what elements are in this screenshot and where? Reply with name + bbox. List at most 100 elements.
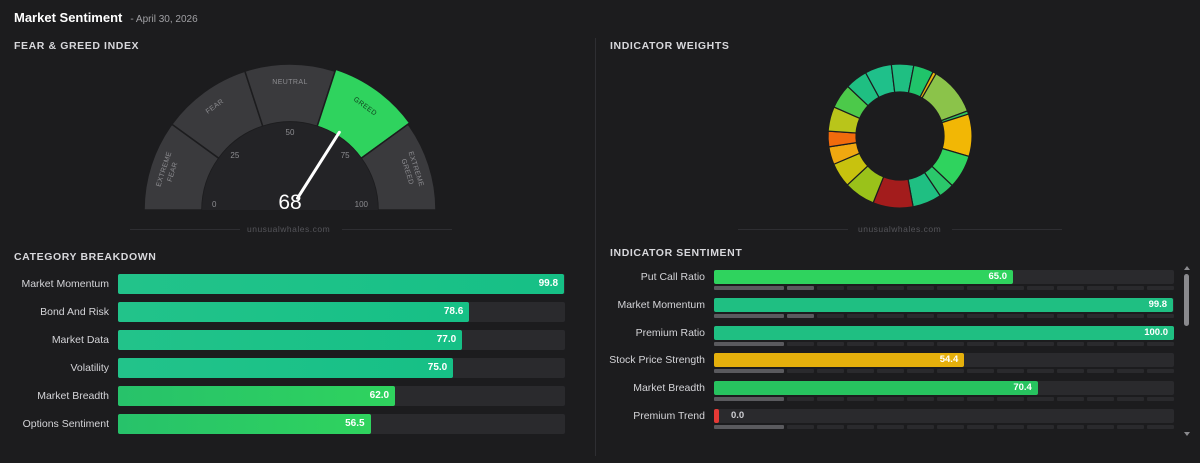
history-segment [1087,341,1114,346]
indicator-track: 65.0 [714,270,1174,284]
column-divider [595,38,596,456]
history-segment [817,313,845,318]
category-row[interactable]: Volatility 75.0 [14,358,569,378]
history-segment [877,425,905,429]
indicator-bar [714,409,719,423]
history-segment [967,369,995,374]
gauge-needle [296,130,341,200]
gauge-zone-label: NEUTRAL [272,79,307,86]
category-value: 56.5 [345,418,365,429]
donut-segment[interactable] [919,71,937,99]
history-segment [847,397,875,402]
indicator-bar: 65.0 [714,270,1013,284]
history-segment [1057,397,1085,402]
fear-greed-gauge: EXTREMEFEARFEARNEUTRALGREEDEXTREMEGREED0… [143,63,437,214]
indicator-value: 70.4 [1013,382,1032,394]
history-segment [714,369,785,374]
donut-watermark: unusualwhales.com [858,224,942,234]
history-segment [1146,341,1174,346]
indicator-scrollbar[interactable] [1184,266,1190,436]
history-segment [787,397,815,402]
category-row[interactable]: Market Data 77.0 [14,330,569,350]
donut-divider-right [952,229,1062,230]
category-track: 75.0 [118,358,565,378]
indicator-track: 54.4 [714,353,1174,368]
history-segment [937,286,965,290]
history-segment [1027,313,1055,318]
category-bar: 62.0 [118,386,396,406]
history-segment [967,397,995,402]
indicator-label: Premium Trend [633,410,705,422]
scroll-thumb[interactable] [1184,274,1189,326]
indicator-label: Stock Price Strength [609,354,705,367]
scroll-up-icon[interactable] [1184,266,1190,270]
history-segment [787,425,815,429]
indicator-label: Market Momentum [617,298,705,311]
history-segment [817,286,845,290]
gauge-watermark: unusualwhales.com [247,224,331,234]
history-segment [877,313,905,318]
category-value: 99.8 [538,278,559,289]
history-segment [847,425,875,429]
category-row[interactable]: Bond And Risk 78.6 [14,302,569,322]
category-row[interactable]: Market Momentum 99.8 [14,274,569,294]
history-segment [847,286,875,290]
indicator-track: 70.4 [714,381,1174,396]
history-segment [997,341,1025,346]
indicator-weights-donut [827,63,973,209]
indicator-value: 54.4 [939,354,959,366]
indicator-row[interactable]: Stock Price Strength 54.4 [600,353,1180,377]
history-segment [1027,397,1055,402]
history-segment [714,341,785,346]
history-segment [1057,369,1085,374]
history-segment [714,313,785,318]
indicator-history-strip [714,286,1174,290]
history-segment [1087,425,1114,429]
indicator-row[interactable]: Market Breadth 70.4 [600,381,1180,405]
panel-header: Market Sentiment - April 30, 2026 [14,10,198,25]
category-track: 62.0 [118,386,565,406]
category-row[interactable]: Options Sentiment 56.5 [14,414,569,434]
indicator-history-strip [714,341,1174,346]
scroll-down-icon[interactable] [1184,432,1190,436]
category-row[interactable]: Market Breadth 62.0 [14,386,569,406]
category-track: 99.8 [118,274,565,294]
history-segment [847,341,875,346]
category-label: Market Data [51,334,109,346]
category-value: 78.6 [443,306,464,317]
indicator-row[interactable]: Premium Trend 0.0 [600,409,1180,433]
history-segment [1146,286,1174,290]
indicator-bar: 100.0 [714,325,1174,340]
indicator-row[interactable]: Premium Ratio 100.0 [600,325,1180,350]
svg-text:NEUTRAL: NEUTRAL [272,79,307,86]
indicator-label: Market Breadth [633,382,705,395]
indicator-history-strip [714,369,1174,374]
category-breakdown-title: CATEGORY BREAKDOWN [14,251,157,263]
report-date: - April 30, 2026 [130,14,198,25]
category-track: 56.5 [118,414,565,434]
donut-divider-left [738,229,848,230]
history-segment [1146,313,1174,318]
history-segment [997,369,1025,374]
history-segment [817,425,845,429]
indicator-weights-title: INDICATOR WEIGHTS [610,40,730,52]
gauge-tick-label: 75 [341,151,350,160]
history-segment [787,313,815,318]
indicator-row[interactable]: Market Momentum 99.8 [600,297,1180,322]
indicator-bar: 70.4 [714,381,1038,396]
indicator-bar: 99.8 [714,297,1174,312]
indicator-row[interactable]: Put Call Ratio 65.0 [600,270,1180,294]
category-label: Options Sentiment [22,418,109,430]
history-segment [817,369,845,374]
history-segment [1027,341,1055,346]
history-segment [1027,369,1055,374]
indicator-history-strip [714,313,1174,318]
category-bar: 99.8 [118,274,565,294]
gauge-tick-label: 100 [355,200,369,209]
history-segment [787,286,815,290]
history-segment [1087,286,1114,290]
history-segment [937,369,965,374]
history-segment [1087,313,1114,318]
indicator-value: 99.8 [1148,298,1168,310]
history-segment [967,341,995,346]
